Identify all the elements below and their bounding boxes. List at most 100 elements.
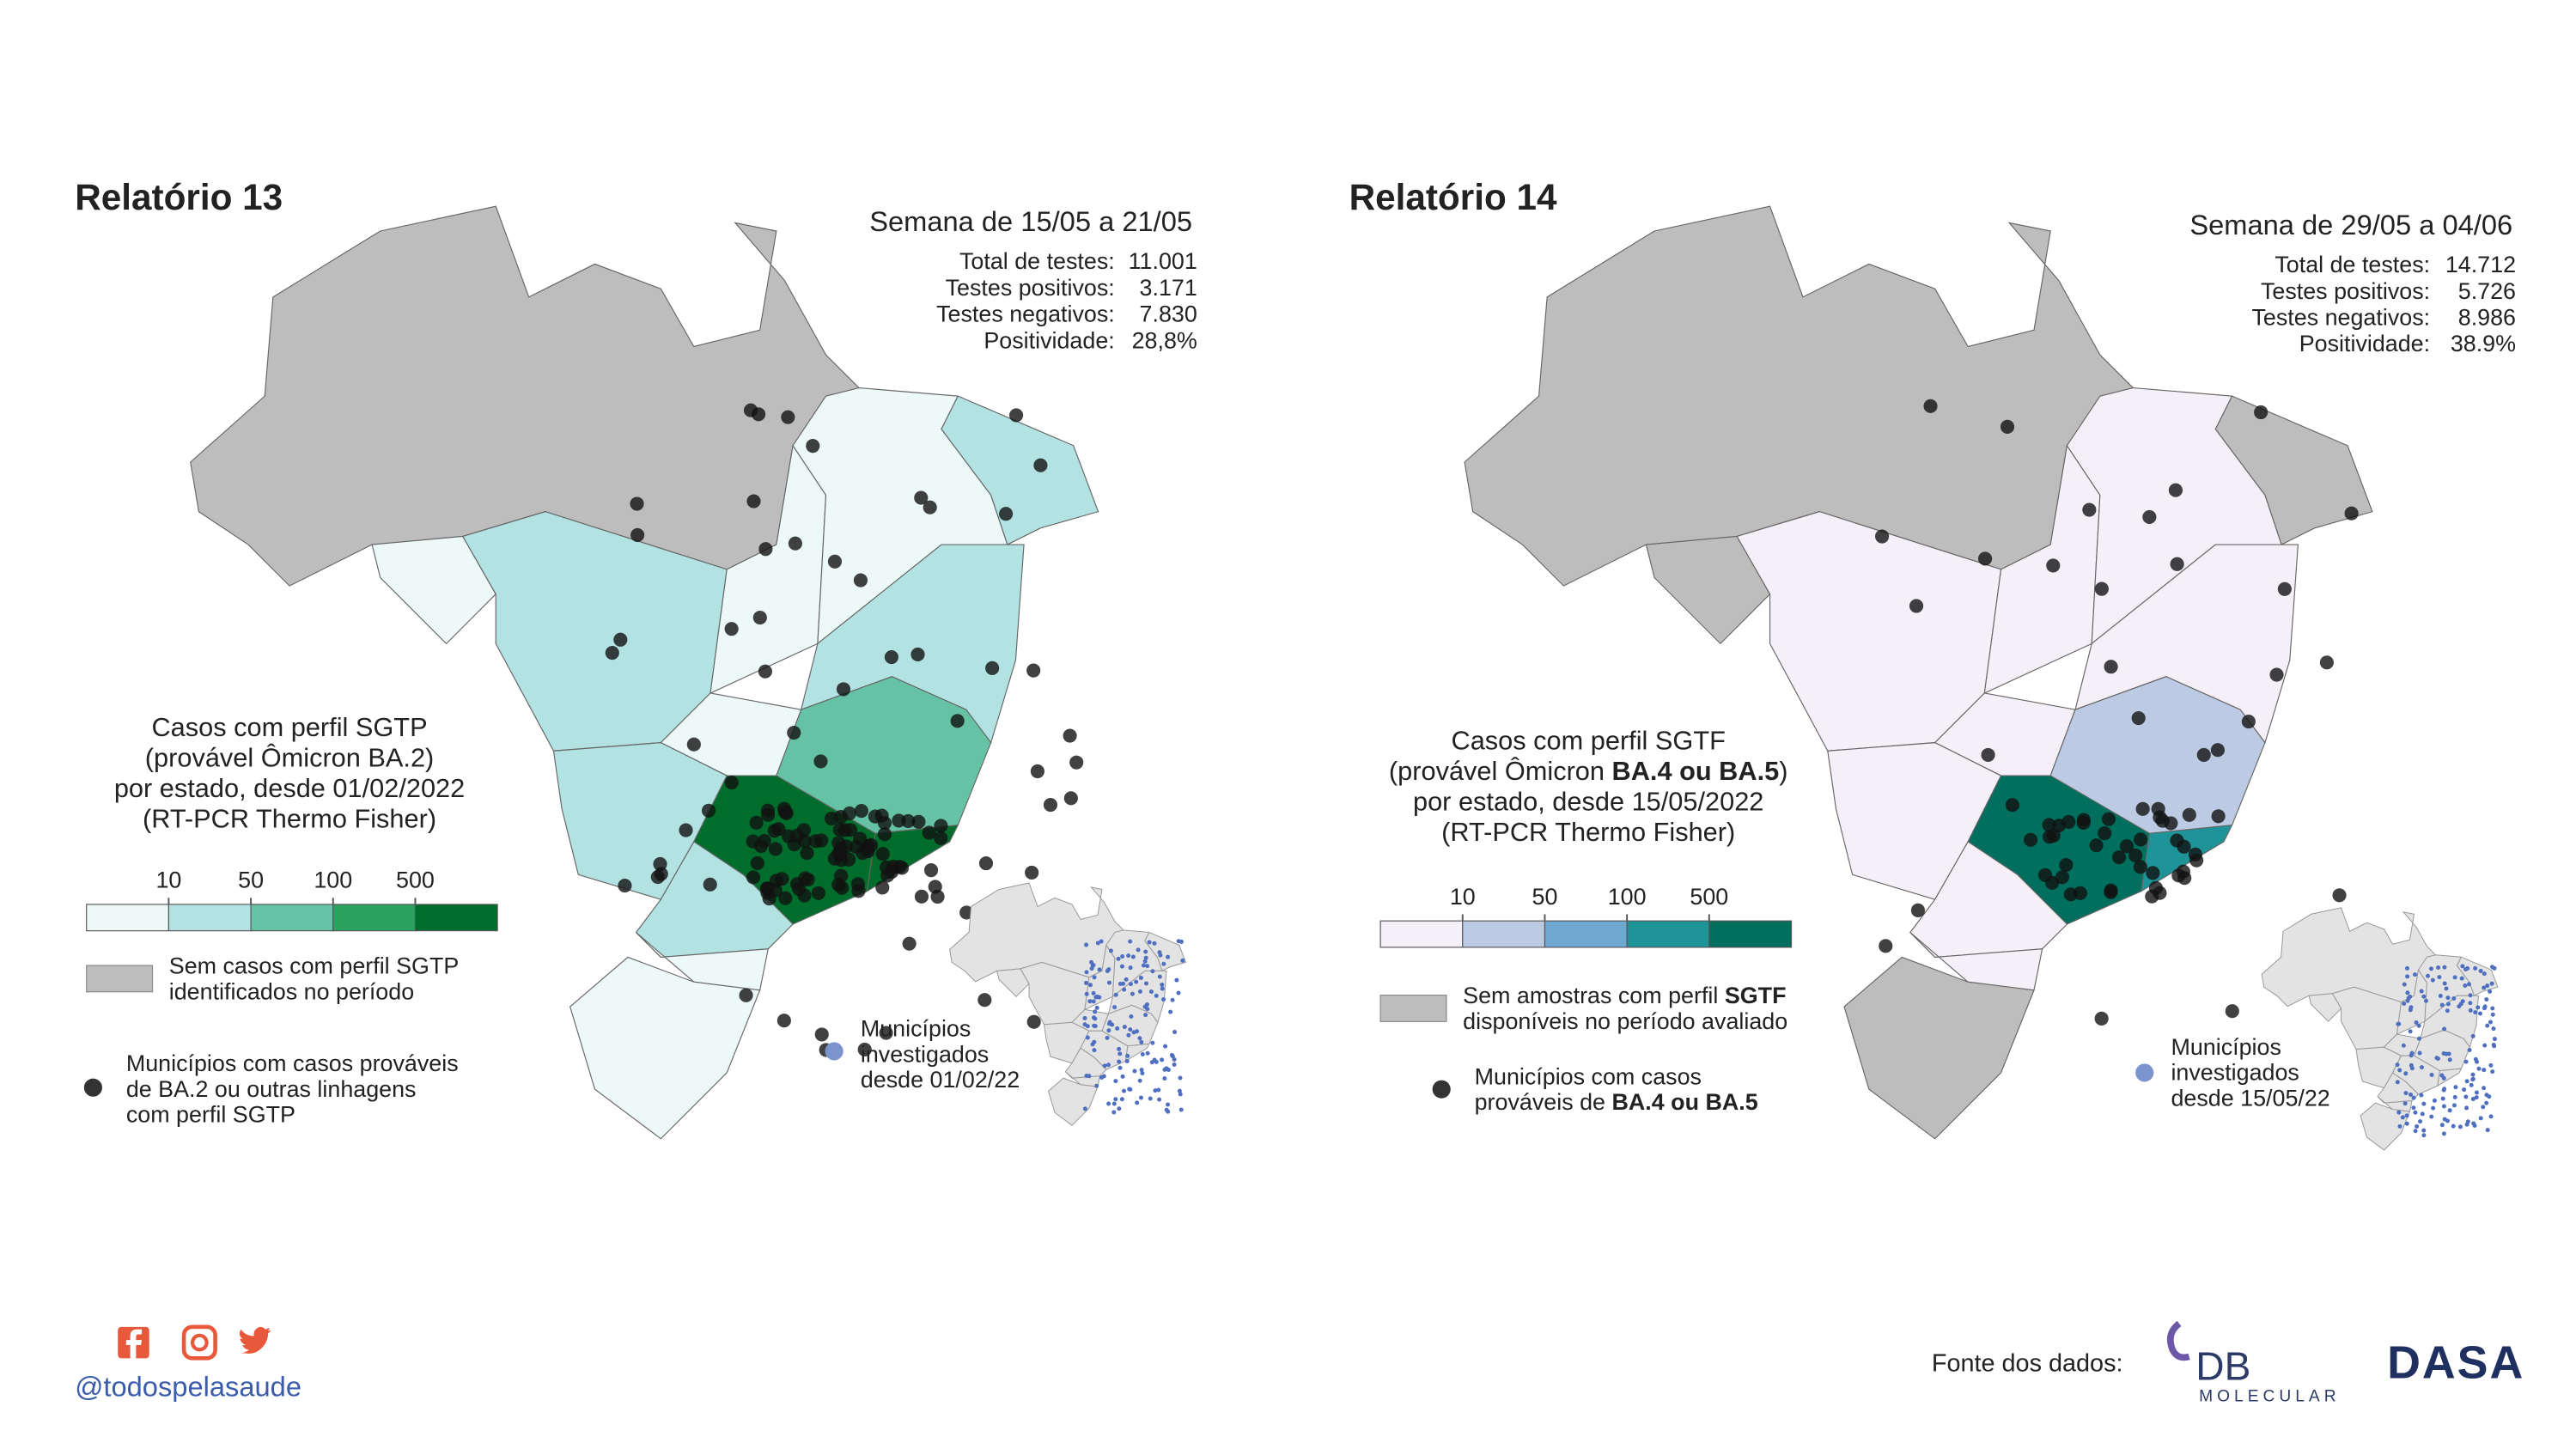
municipality-key xyxy=(83,1078,102,1097)
investigated-dot xyxy=(2473,1010,2478,1015)
investigated-dot xyxy=(1095,994,1100,999)
investigated-dot xyxy=(2465,965,2470,971)
case-dot xyxy=(902,936,917,951)
stat-label: Positividade: xyxy=(2299,331,2430,356)
investigated-dot xyxy=(2476,1066,2482,1071)
investigated-dot xyxy=(2470,1077,2476,1082)
investigated-dot xyxy=(1128,1027,1133,1032)
case-dot xyxy=(886,859,901,874)
case-dot xyxy=(914,490,929,505)
legend-title: por estado, desde 15/05/2022 xyxy=(1413,786,1763,816)
investigated-dot xyxy=(2436,965,2441,971)
investigated-dot xyxy=(1156,1087,1161,1093)
investigated-dot xyxy=(2429,1072,2434,1077)
instagram-icon[interactable] xyxy=(181,1324,217,1361)
investigated-dot xyxy=(2414,1020,2419,1026)
investigated-dot xyxy=(1157,1097,1162,1102)
mini-state xyxy=(2437,1068,2463,1087)
case-dot xyxy=(928,880,942,894)
investigated-dot xyxy=(2426,973,2431,978)
legend-title: Casos com perfil SGTP xyxy=(151,712,427,742)
case-dot xyxy=(752,610,767,625)
municipality-label: Municípios com casos prováveis xyxy=(126,1050,459,1076)
investigated-dot xyxy=(1117,981,1123,986)
investigated-dot xyxy=(2395,1080,2400,1085)
text-segment: SGTF xyxy=(1725,983,1787,1008)
investigated-dot xyxy=(2442,981,2447,986)
investigated-dot xyxy=(2428,966,2433,971)
legend-tick-label: 50 xyxy=(1532,884,1558,910)
case-dot xyxy=(2319,655,2334,670)
case-dot xyxy=(2000,419,2015,434)
investigated-label: investigados xyxy=(861,1041,989,1067)
case-dot xyxy=(985,661,1000,675)
investigated-dot xyxy=(2464,1105,2469,1111)
investigated-dot xyxy=(2403,1071,2409,1076)
investigated-dot xyxy=(2485,1023,2490,1028)
case-dot xyxy=(771,822,786,837)
mini-state xyxy=(996,968,1030,998)
investigated-label: Municípios xyxy=(861,1016,971,1042)
investigated-dot xyxy=(2452,1094,2457,1099)
stat-value: 11.001 xyxy=(1129,248,1197,274)
investigated-dot xyxy=(2492,965,2497,971)
investigated-dot xyxy=(2451,1103,2457,1108)
twitter-icon[interactable] xyxy=(239,1326,271,1354)
investigated-dot xyxy=(2485,1128,2490,1133)
text-segment: BA.4 ou BA.5 xyxy=(1612,756,1780,786)
mini-map xyxy=(2261,907,2499,1151)
investigated-dot xyxy=(2447,1108,2452,1113)
investigated-dot xyxy=(1148,1096,1153,1101)
investigated-dot xyxy=(2473,1056,2478,1062)
investigated-dot xyxy=(1150,1040,1155,1045)
case-dot xyxy=(2177,839,2191,854)
investigated-dot xyxy=(2395,1062,2400,1068)
case-dot xyxy=(778,891,793,905)
case-dot xyxy=(1009,408,1024,423)
stat-value: 7.830 xyxy=(1140,301,1197,327)
investigated-dot xyxy=(2488,1062,2494,1068)
investigated-dot xyxy=(2482,985,2487,990)
investigated-dot xyxy=(2474,1090,2479,1095)
case-dot xyxy=(2046,828,2061,843)
case-dot xyxy=(2241,715,2256,729)
investigated-label: investigados xyxy=(2171,1060,2299,1086)
case-dot xyxy=(978,856,994,871)
case-dot xyxy=(2146,866,2160,880)
case-dot xyxy=(824,811,839,826)
investigated-dot xyxy=(2396,1110,2402,1115)
investigated-dot xyxy=(2484,1100,2489,1105)
investigated-dot xyxy=(2451,1123,2456,1129)
case-dot xyxy=(2182,807,2196,822)
case-dot xyxy=(2196,747,2211,763)
case-dot xyxy=(613,632,628,647)
investigated-dot xyxy=(2470,1072,2476,1077)
case-dot xyxy=(834,868,849,883)
case-dot xyxy=(836,682,851,697)
investigated-dot xyxy=(1082,1015,1087,1020)
case-dot xyxy=(851,884,866,898)
investigated-dot xyxy=(1113,992,1118,997)
panel-title: Relatório 14 xyxy=(1349,177,1557,217)
investigated-dot xyxy=(1101,1074,1106,1079)
case-dot xyxy=(2133,860,2147,874)
case-dot xyxy=(2210,743,2225,758)
investigated-dot xyxy=(1160,1057,1165,1062)
stat-value: 3.171 xyxy=(1140,275,1197,301)
investigated-dot xyxy=(2408,994,2413,999)
case-dot xyxy=(761,807,776,822)
investigated-dot xyxy=(2413,1110,2418,1115)
case-dot xyxy=(2024,832,2038,847)
case-dot xyxy=(2135,801,2150,816)
investigated-dot xyxy=(1124,1058,1130,1063)
case-dot xyxy=(911,814,926,829)
investigated-dot xyxy=(1137,1078,1142,1083)
legend-swatch xyxy=(167,904,252,932)
text-segment: BA.4 ou BA.5 xyxy=(1611,1089,1757,1115)
investigated-dot xyxy=(1111,1110,1117,1115)
investigated-dot xyxy=(1145,1007,1150,1012)
municipality-label: prováveis de BA.4 ou BA.5 xyxy=(1475,1089,1758,1115)
investigated-dot xyxy=(2464,1122,2469,1127)
investigated-dot xyxy=(2401,1043,2406,1048)
